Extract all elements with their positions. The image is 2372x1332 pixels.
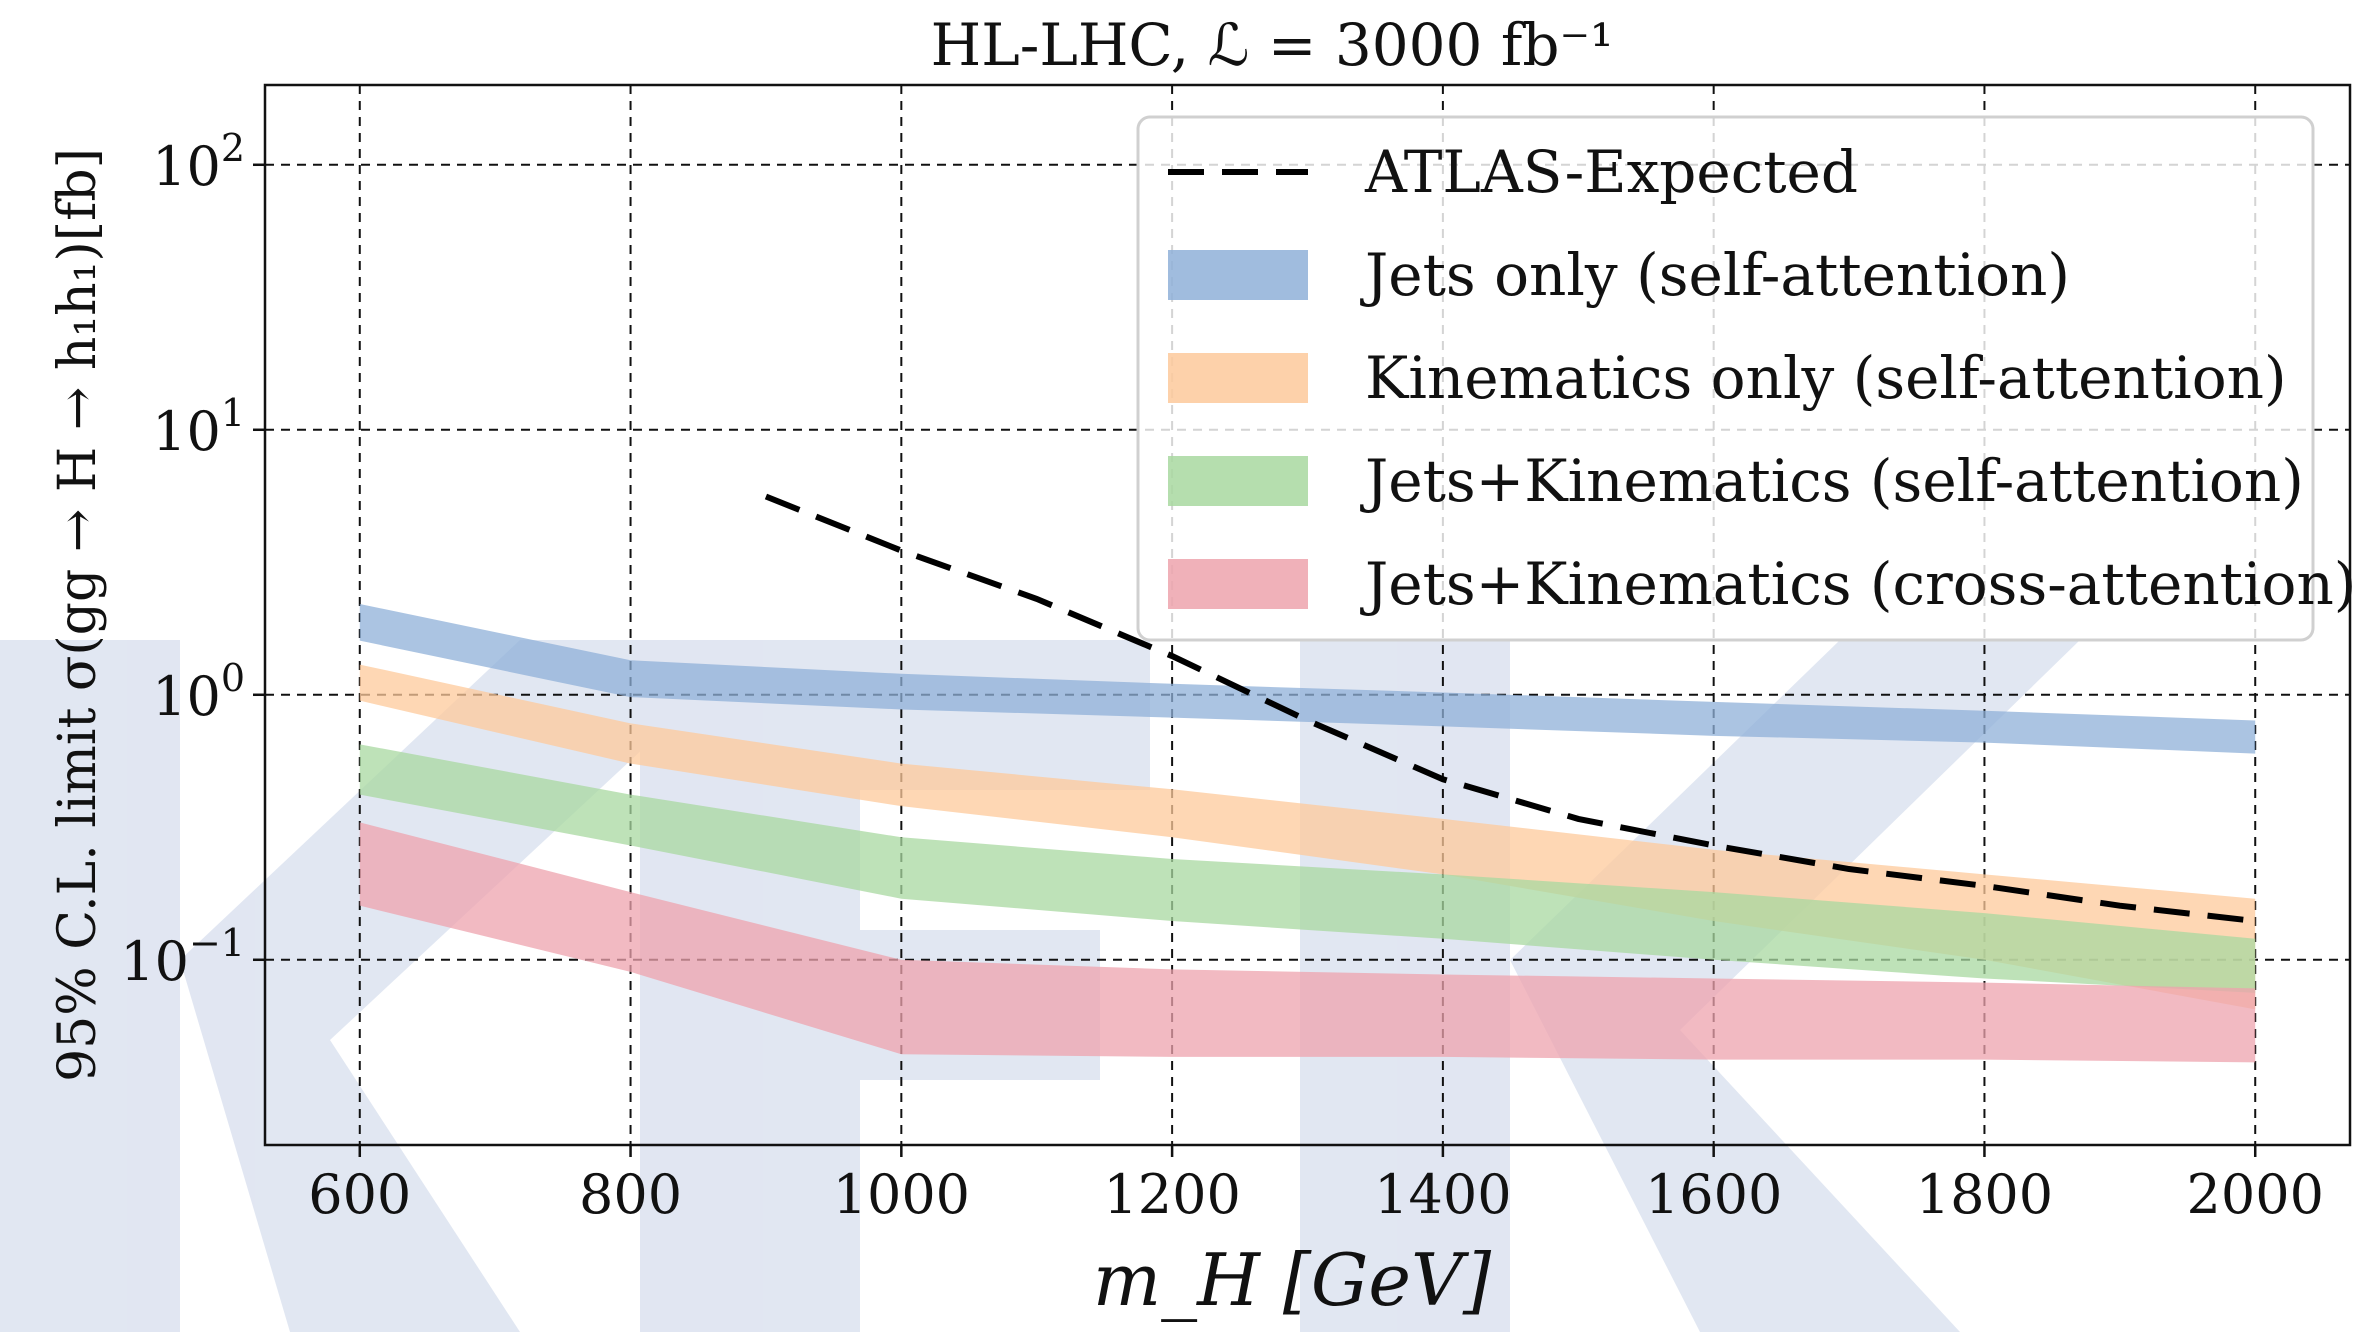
- y-tick-label: 102: [152, 126, 245, 198]
- x-axis-label: m_H [GeV]: [1093, 1238, 1492, 1322]
- plot-frame: [263, 83, 2352, 1147]
- x-tick-label: 1000: [833, 1163, 970, 1226]
- x-axis-ticks: 600 800 1000 1200 1400 1600 1800 2000: [308, 1145, 2324, 1226]
- x-tick-label: 600: [308, 1163, 411, 1226]
- y-tick-label: 100: [152, 656, 245, 728]
- y-axis-label: 95% C.L. limit σ(gg → H → h₁h₁)[fb]: [48, 148, 108, 1082]
- legend: ATLAS-Expected Jets only (self-attention)…: [1136, 115, 2356, 642]
- y-tick-label: 101: [152, 391, 245, 463]
- bands: [359, 604, 2256, 1063]
- legend-swatch: [1168, 456, 1308, 506]
- legend-swatch: [1168, 559, 1308, 609]
- legend-label: ATLAS-Expected: [1364, 138, 1858, 206]
- x-tick-label: 1400: [1374, 1163, 1511, 1226]
- legend-label: Jets+Kinematics (cross-attention): [1360, 550, 2356, 618]
- x-tick-label: 1800: [1916, 1163, 2053, 1226]
- band-series-1: [359, 604, 2256, 754]
- band-series-4: [359, 822, 2256, 1063]
- x-tick-label: 800: [579, 1163, 682, 1226]
- legend-label: Jets+Kinematics (self-attention): [1360, 447, 2304, 515]
- y-axis-ticks: 10−1 100 101 102: [120, 126, 265, 993]
- legend-label: Kinematics only (self-attention): [1365, 344, 2287, 412]
- lines: [764, 493, 2256, 925]
- x-tick-label: 2000: [2187, 1163, 2324, 1226]
- line-series-0: [764, 493, 2256, 925]
- y-tick-label: 10−1: [120, 921, 245, 993]
- x-tick-label: 1600: [1645, 1163, 1782, 1226]
- legend-label: Jets only (self-attention): [1360, 241, 2070, 309]
- band-series-3: [359, 744, 2256, 993]
- legend-swatch: [1168, 353, 1308, 403]
- chart-title: HL-LHC, ℒ = 3000 fb⁻¹: [931, 11, 1614, 79]
- legend-swatch: [1168, 250, 1308, 300]
- legend-box: [1136, 115, 2315, 642]
- x-tick-label: 1200: [1103, 1163, 1240, 1226]
